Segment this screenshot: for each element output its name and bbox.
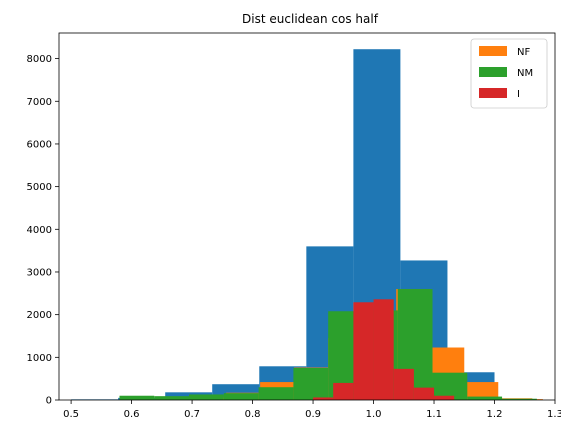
legend-label-i: I <box>517 89 520 100</box>
bar-series2-bin5 <box>293 367 329 400</box>
bar-series1-bin10 <box>532 399 543 400</box>
x-tick-label: 0.6 <box>124 409 140 420</box>
x-tick-label: 0.7 <box>184 409 200 420</box>
bar-series2-bin11 <box>502 398 537 400</box>
bar-series2-bin9 <box>432 372 468 400</box>
x-tick-label: 0.5 <box>63 409 79 420</box>
bars-layer <box>71 49 543 400</box>
bar-series3-bin2 <box>353 302 374 400</box>
bar-series2-bin0 <box>119 395 155 400</box>
bar-series2-bin10 <box>467 396 503 400</box>
bar-series3-bin0 <box>313 397 334 400</box>
y-tick-label: 8000 <box>27 54 52 65</box>
bar-series3-bin3 <box>373 299 394 400</box>
x-tick-label: 0.8 <box>245 409 261 420</box>
x-tick-label: 0.9 <box>305 409 321 420</box>
x-tick-label: 1.0 <box>366 409 382 420</box>
bar-series2-bin4 <box>258 387 294 400</box>
x-tick-label: 1.2 <box>487 409 503 420</box>
bar-series2-bin1 <box>154 396 190 400</box>
bar-series2-bin2 <box>189 394 224 400</box>
legend-label-nm: NM <box>517 68 533 79</box>
bar-series3-bin4 <box>393 368 414 400</box>
bar-series3-bin1 <box>333 382 354 400</box>
y-tick-label: 7000 <box>27 97 52 108</box>
x-tick-label: 1.1 <box>426 409 442 420</box>
bar-series3-bin6 <box>434 395 455 400</box>
chart-title: Dist euclidean cos half <box>242 12 379 26</box>
legend: NF NM I <box>470 38 548 109</box>
bar-series2-bin3 <box>223 393 259 400</box>
y-tick-label: 5000 <box>27 182 52 193</box>
y-tick-label: 2000 <box>27 310 52 321</box>
y-tick-label: 1000 <box>27 353 52 364</box>
y-tick-label: 4000 <box>27 225 52 236</box>
bar-series1-bin8 <box>464 382 499 400</box>
legend-swatch-i <box>479 88 507 98</box>
y-tick-label: 3000 <box>27 267 52 278</box>
y-tick-label: 6000 <box>27 139 52 150</box>
legend-label-nf: NF <box>517 47 530 58</box>
x-tick-label: 1.3 <box>547 409 561 420</box>
bar-series3-bin5 <box>413 387 435 400</box>
legend-swatch-nf <box>479 46 507 56</box>
axes-layer: 0.5 0.6 0.7 0.8 0.9 1.0 1.1 1.2 1.3 0 1000 2000 3000… <box>27 32 561 420</box>
y-tick-label: 0 <box>46 396 52 407</box>
legend-swatch-nm <box>479 67 507 77</box>
plot-frame <box>58 32 556 401</box>
